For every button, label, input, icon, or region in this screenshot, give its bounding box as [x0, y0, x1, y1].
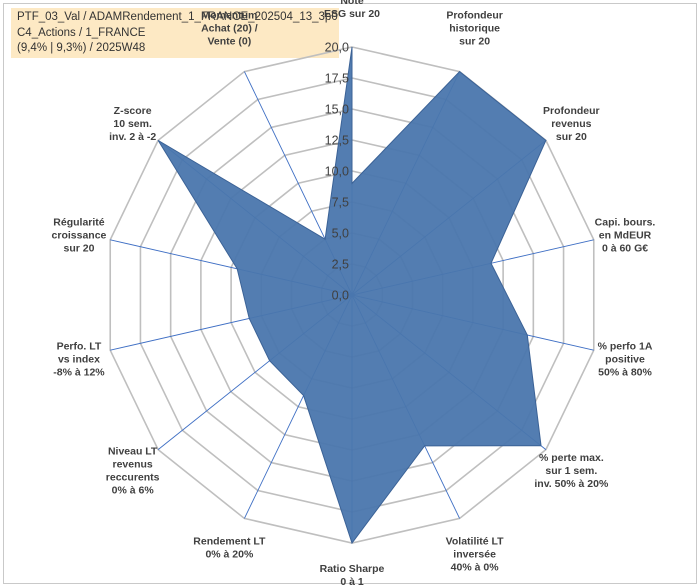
axis-label-line: 0 à 1	[340, 576, 364, 586]
axis-label-line: revenus	[113, 458, 153, 470]
axis-label-line: % perte max.	[539, 452, 604, 464]
tick-label: 17,5	[325, 72, 349, 86]
axis-label-4: % perfo 1A positive 50% à 80%	[598, 340, 653, 378]
axis-label-7: Ratio Sharpe 0 à 1	[320, 563, 385, 586]
tick-label: 2,5	[332, 258, 349, 272]
axis-label-line: % perfo 1A	[598, 340, 653, 352]
tick-label: 0,0	[332, 289, 349, 303]
axis-label-line: sur 1 sem.	[545, 465, 597, 477]
axis-label-line: ESG sur 20	[324, 8, 380, 20]
axis-label-line: 0 à 60 G€	[602, 243, 648, 255]
axis-label-line: Profondeur	[446, 10, 503, 22]
tick-label: 12,5	[325, 134, 349, 148]
axis-label-line: 40% à 0%	[451, 561, 500, 573]
radar-series	[157, 46, 547, 545]
axis-label-line: Régularité	[53, 217, 105, 229]
axis-label-line: Rendement LT	[193, 535, 266, 547]
axis-label-line: Note	[340, 0, 363, 7]
tick-label: 20,0	[325, 41, 349, 55]
axis-label-line: sur 20	[556, 131, 587, 143]
axis-label-line: -8% à 12%	[53, 366, 105, 378]
axis-label-line: revenus	[551, 118, 591, 130]
radar-tick-labels: 0,0 2,5 5,0 7,5 10,0 12,5 15,0 17,5 20,0	[325, 41, 349, 303]
axis-label-line: Profondeur	[543, 105, 600, 117]
chart-title-box: PTF_03_Val / ADAMRendement_1_FRANCE_2025…	[11, 8, 339, 58]
axis-label-line: reccurents	[106, 471, 160, 483]
series-area-0	[157, 46, 547, 545]
chart-title-line-1: PTF_03_Val / ADAMRendement_1_FRANCE_2025…	[17, 11, 338, 23]
axis-label-8: Rendement LT 0% à 20%	[193, 535, 266, 560]
axis-label-line: inv. 2 à -2	[109, 131, 156, 143]
axis-label-line: Vente (0)	[207, 36, 251, 48]
axis-label-line: sur 20	[459, 36, 490, 48]
axis-label-line: sur 20	[64, 243, 95, 255]
axis-label-line: en MdEUR	[599, 230, 652, 242]
axis-label-line: vs index	[58, 353, 100, 365]
axis-label-line: historique	[449, 23, 500, 35]
axis-label-line: inv. 50% à 20%	[534, 478, 609, 490]
tick-label: 5,0	[332, 227, 349, 241]
axis-label-line: 50% à 80%	[598, 366, 652, 378]
axis-label-13: Momentum Achat (20) / Vente (0)	[201, 10, 258, 48]
axis-label-5: % perte max. sur 1 sem. inv. 50% à 20%	[534, 452, 609, 490]
axis-label-line: Volatilité LT	[446, 535, 505, 547]
axis-label-3: Capi. bours. en MdEUR 0 à 60 G€	[595, 217, 656, 255]
axis-label-line: Niveau LT	[108, 445, 158, 457]
axis-label-10: Perfo. LT vs index -8% à 12%	[53, 340, 105, 378]
chart-title-line-2: C4_Actions / 1_FRANCE	[17, 26, 146, 39]
tick-label: 7,5	[332, 196, 349, 210]
axis-label-line: inversée	[453, 548, 496, 560]
axis-label-line: 0% à 6%	[112, 484, 155, 496]
axis-label-0: Note ESG sur 20	[324, 0, 380, 20]
axis-label-12: Z-score 10 sem. inv. 2 à -2	[109, 105, 156, 143]
axis-label-line: Ratio Sharpe	[320, 563, 385, 575]
axis-label-line: croissance	[52, 230, 107, 242]
axis-label-11: Régularité croissance sur 20	[52, 217, 107, 255]
axis-label-6: Volatilité LT inversée 40% à 0%	[446, 535, 505, 573]
tick-label: 15,0	[325, 103, 349, 117]
axis-label-line: 10 sem.	[113, 118, 152, 130]
axis-label-line: Capi. bours.	[595, 217, 656, 229]
axis-label-line: Perfo. LT	[57, 340, 102, 352]
axis-label-9: Niveau LT revenus reccurents 0% à 6%	[106, 445, 160, 496]
axis-label-line: Z-score	[114, 105, 152, 117]
radar-axis-labels: Note ESG sur 20 Profondeur historique sur 20…	[52, 0, 656, 586]
axis-label-2: Profondeur revenus sur 20	[543, 105, 600, 143]
axis-label-line: 0% à 20%	[205, 548, 254, 560]
axis-label-line: Momentum	[201, 10, 257, 22]
tick-label: 10,0	[325, 165, 349, 179]
axis-label-1: Profondeur historique sur 20	[446, 10, 503, 48]
axis-label-line: Achat (20) /	[201, 23, 258, 35]
axis-label-line: positive	[605, 353, 645, 365]
chart-title-line-3: (9,4% | 9,3%) / 2025W48	[17, 42, 146, 54]
